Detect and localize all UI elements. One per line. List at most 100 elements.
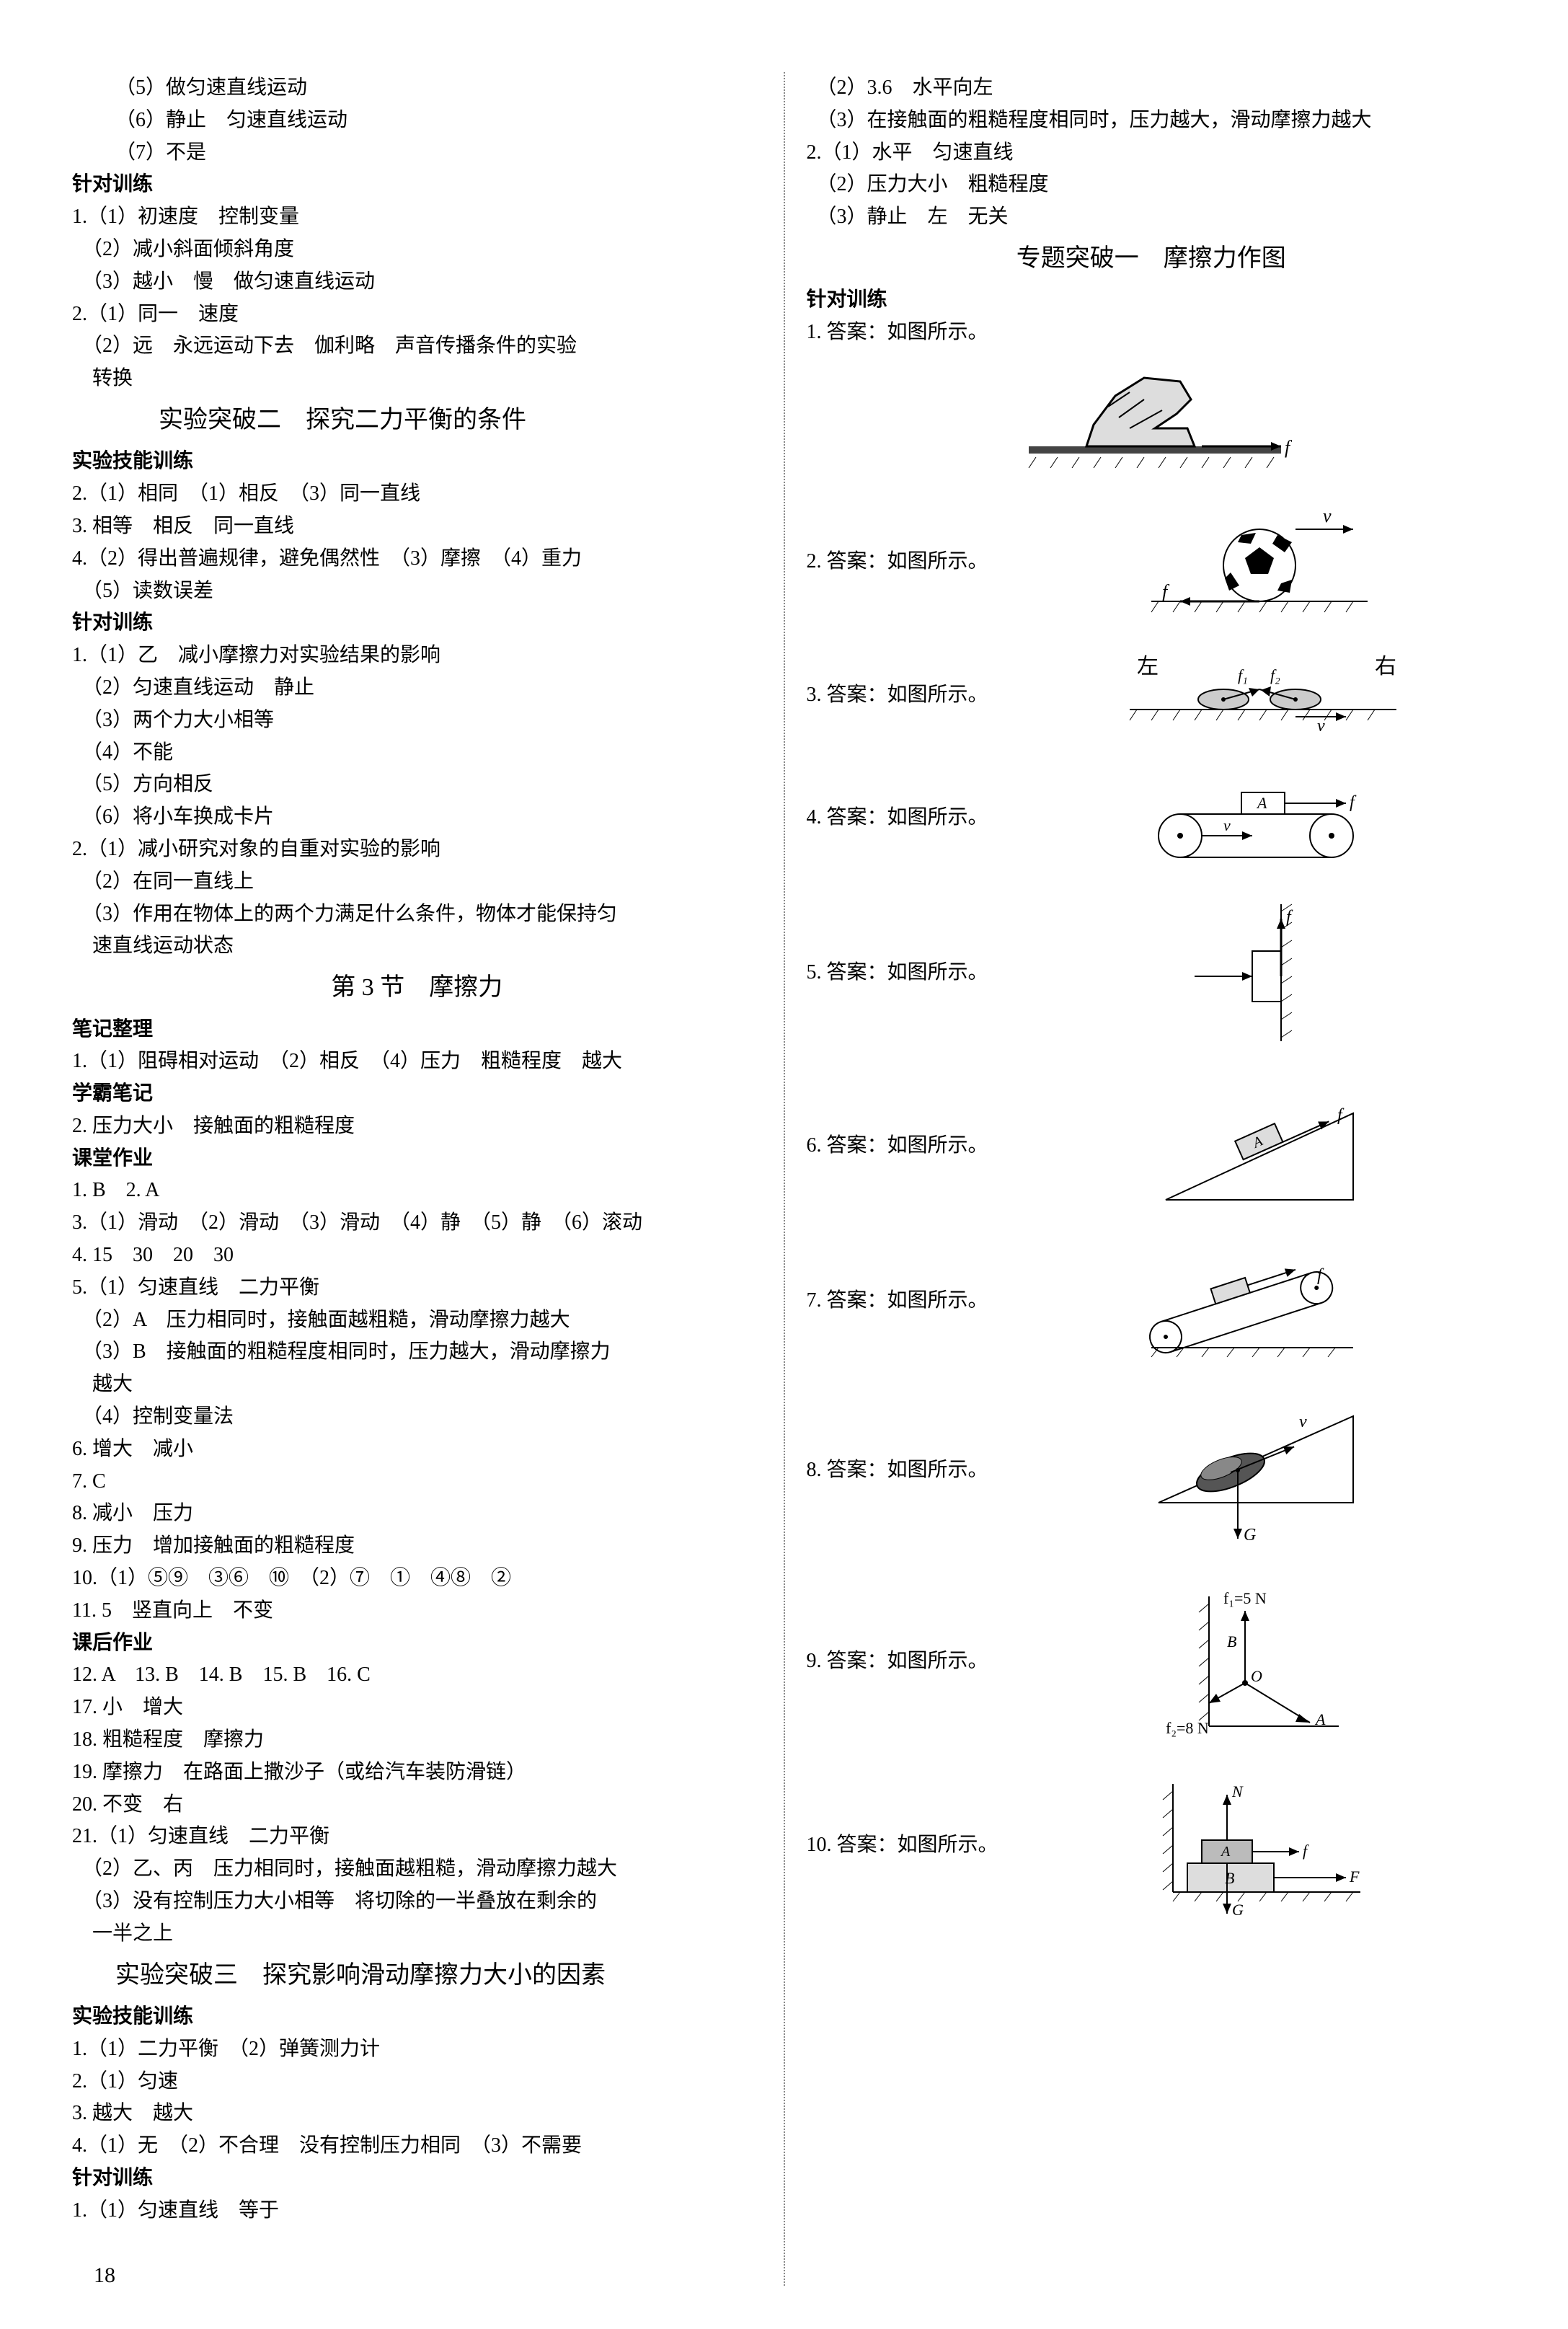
answer-label: 6. 答案：如图所示。 (807, 1130, 1023, 1162)
text-line: 12. A 13. B 14. B 15. B 16. C (72, 1659, 762, 1692)
answer-label: 8. 答案：如图所示。 (807, 1454, 1023, 1487)
opposing-forces-icon: 左 右 f₁ f₂ (1108, 645, 1411, 746)
text-line: （2）乙、丙 压力相同时，接触面越粗糙，滑动摩擦力越大 (72, 1853, 762, 1886)
velocity-label: v (1323, 505, 1332, 526)
f1-5n-label: f₁=5 N (1223, 1589, 1267, 1607)
text-line: （6）静止 匀速直线运动 (72, 105, 762, 137)
text-line: 2.（1）相同 （1）相反 （3）同一直线 (72, 478, 762, 511)
two-forces-icon: O f₁=5 N A f₂=8 N B (1144, 1575, 1375, 1748)
text-line: 2.（1）减小研究对象的自重对实验的影响 (72, 834, 762, 866)
f1-label: f₁ (1238, 666, 1248, 684)
heading: 课堂作业 (72, 1143, 762, 1175)
velocity-label: v (1299, 1413, 1307, 1431)
shoe-friction-icon: f (1000, 356, 1303, 479)
section-title: 第 3 节 摩擦力 (72, 968, 762, 1007)
text-line: （5）做匀速直线运动 (72, 72, 762, 105)
answer-label: 10. 答案：如图所示。 (807, 1829, 1023, 1862)
velocity-label: v (1223, 816, 1231, 834)
wall-block-icon: f (1166, 890, 1353, 1056)
diagram-3: 3. 答案：如图所示。 左 右 f₁ (807, 645, 1497, 746)
f2-label: f₂ (1270, 666, 1280, 684)
text-line: （3）作用在物体上的两个力满足什么条件，物体才能保持匀 (72, 898, 762, 931)
heading: 针对训练 (72, 2162, 762, 2195)
heading: 实验技能训练 (72, 446, 762, 478)
text-line: 3. 越大 越大 (72, 2098, 762, 2130)
diagram-5: 5. 答案：如图所示。 f (807, 890, 1497, 1056)
answer-label: 9. 答案：如图所示。 (807, 1645, 1023, 1678)
section-title: 专题突破一 摩擦力作图 (807, 239, 1497, 278)
text-line: （2）减小斜面倾斜角度 (72, 234, 762, 266)
text-line: 2.（1）匀速 (72, 2066, 762, 2098)
text-line: 速直线运动状态 (72, 930, 762, 963)
heading: 课后作业 (72, 1627, 762, 1660)
text-line: 4.（1）无 （2）不合理 没有控制压力相同 （3）不需要 (72, 2130, 762, 2162)
text-line: 1.（1）初速度 控制变量 (72, 201, 762, 234)
velocity-label: v (1317, 717, 1325, 735)
right-label: 右 (1375, 655, 1396, 679)
text-line: 7. C (72, 1466, 762, 1498)
text-line: 一半之上 (72, 1918, 762, 1950)
left-label: 左 (1137, 655, 1159, 679)
text-line: 17. 小 增大 (72, 1692, 762, 1724)
force-label: F (1349, 1868, 1360, 1886)
incline-conveyor-icon: f (1130, 1236, 1389, 1366)
text-line: 1.（1）阻碍相对运动 （2）相反 （4）压力 粗糙程度 越大 (72, 1046, 762, 1078)
force-label: f (1162, 581, 1170, 602)
text-line: （3）越小 慢 做匀速直线运动 (72, 266, 762, 299)
text-line: 5.（1）匀速直线 二力平衡 (72, 1272, 762, 1304)
diagram-9: 9. 答案：如图所示。 O f₁=5 N A (807, 1575, 1497, 1748)
text-line: 20. 不变 右 (72, 1789, 762, 1821)
text-line: （2）A 压力相同时，接触面越粗糙，滑动摩擦力越大 (72, 1304, 762, 1337)
diagram-10: 10. 答案：如图所示。 B A (807, 1769, 1497, 1921)
text-line: 3.（1）滑动 （2）滑动 （3）滑动 （4）静 （5）静 （6）滚动 (72, 1207, 762, 1239)
gravity-label: G (1232, 1901, 1244, 1919)
block-a-label: A (1220, 1844, 1231, 1860)
text-line: 转换 (72, 363, 762, 395)
answer-label: 5. 答案：如图所示。 (807, 957, 1023, 989)
text-line: （3）B 接触面的粗糙程度相同时，压力越大，滑动摩擦力 (72, 1336, 762, 1369)
text-line: （4）不能 (72, 737, 762, 769)
answer-label: 2. 答案：如图所示。 (807, 546, 1023, 578)
heading: 针对训练 (807, 284, 1497, 317)
column-divider (784, 72, 785, 2286)
text-line: （6）将小车换成卡片 (72, 801, 762, 834)
heading: 学霸笔记 (72, 1078, 762, 1110)
answer-label: 4. 答案：如图所示。 (807, 802, 1023, 834)
point-b-label: B (1227, 1632, 1236, 1650)
incline-block-icon: A f (1137, 1077, 1382, 1214)
text-line: （2）远 永远运动下去 伽利略 声音传播条件的实验 (72, 330, 762, 363)
text-line: （5）读数误差 (72, 575, 762, 608)
text-line: （3）两个力大小相等 (72, 704, 762, 737)
text-line: 4. 15 30 20 30 (72, 1239, 762, 1272)
left-column: （5）做匀速直线运动 （6）静止 匀速直线运动 （7）不是 针对训练 1.（1）… (58, 72, 776, 2286)
point-a-label: A (1314, 1710, 1326, 1728)
force-label: f (1286, 908, 1293, 927)
text-line: 1.（1）乙 减小摩擦力对实验结果的影响 (72, 640, 762, 672)
ball-friction-icon: v f (1130, 500, 1389, 623)
text-line: 10.（1）⑤⑨ ③⑥ ⑩ （2）⑦ ① ④⑧ ② (72, 1563, 762, 1595)
answer-label: 3. 答案：如图所示。 (807, 679, 1023, 712)
diagram-2: 2. 答案：如图所示。 v (807, 500, 1497, 623)
text-line: （3）没有控制压力大小相等 将切除的一半叠放在剩余的 (72, 1886, 762, 1918)
text-line: 2. 压力大小 接触面的粗糙程度 (72, 1110, 762, 1143)
text-line: （7）不是 (72, 137, 762, 169)
diagram-6: 6. 答案：如图所示。 A f (807, 1077, 1497, 1214)
heading: 实验技能训练 (72, 2001, 762, 2033)
text-line: 2.（1）水平 匀速直线 (807, 137, 1497, 169)
text-line: （2）压力大小 粗糙程度 (807, 169, 1497, 201)
text-line: 11. 5 竖直向上 不变 (72, 1595, 762, 1627)
text-line: 18. 粗糙程度 摩擦力 (72, 1724, 762, 1756)
text-line: 21.（1）匀速直线 二力平衡 (72, 1821, 762, 1853)
text-line: 6. 增大 减小 (72, 1433, 762, 1466)
gravity-label: G (1244, 1526, 1256, 1544)
answer-label: 7. 答案：如图所示。 (807, 1285, 1023, 1317)
f2-8n-label: f₂=8 N (1166, 1719, 1209, 1737)
force-label: f (1350, 793, 1357, 812)
origin-label: O (1251, 1667, 1262, 1685)
text-line: 9. 压力 增加接触面的粗糙程度 (72, 1530, 762, 1563)
car-slope-icon: v G (1130, 1387, 1389, 1553)
friction-label: f (1303, 1842, 1309, 1860)
section-title: 实验突破二 探究二力平衡的条件 (72, 401, 762, 440)
stacked-blocks-icon: B A N f F G (1137, 1769, 1382, 1921)
text-line: 越大 (72, 1369, 762, 1401)
